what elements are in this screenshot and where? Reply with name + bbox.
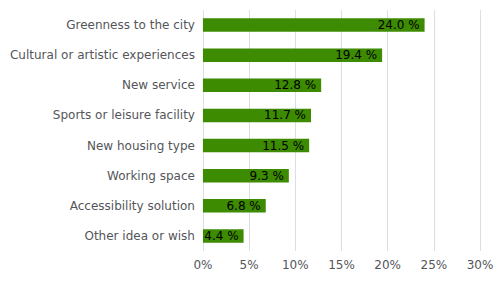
svg-text:Greenness to the city: Greenness to the city xyxy=(66,18,195,32)
svg-text:5%: 5% xyxy=(240,258,259,272)
svg-text:Working space: Working space xyxy=(107,169,195,183)
svg-text:Sports or leisure facility: Sports or leisure facility xyxy=(53,108,195,122)
svg-text:Cultural or artistic experienc: Cultural or artistic experiences xyxy=(10,48,195,62)
svg-text:11.7 %: 11.7 % xyxy=(264,108,306,122)
svg-text:12.8 %: 12.8 % xyxy=(274,78,316,92)
svg-text:4.4 %: 4.4 % xyxy=(204,229,238,243)
svg-text:25%: 25% xyxy=(420,258,447,272)
svg-text:19.4 %: 19.4 % xyxy=(335,48,377,62)
svg-text:New housing type: New housing type xyxy=(87,139,195,153)
svg-text:0%: 0% xyxy=(193,258,212,272)
svg-text:20%: 20% xyxy=(374,258,401,272)
svg-text:30%: 30% xyxy=(467,258,494,272)
svg-text:9.3 %: 9.3 % xyxy=(250,169,284,183)
svg-text:New service: New service xyxy=(122,78,195,92)
svg-text:15%: 15% xyxy=(328,258,355,272)
svg-text:10%: 10% xyxy=(282,258,309,272)
svg-text:6.8 %: 6.8 % xyxy=(226,199,260,213)
svg-text:24.0 %: 24.0 % xyxy=(378,18,420,32)
svg-text:11.5 %: 11.5 % xyxy=(262,139,304,153)
svg-text:Other idea or wish: Other idea or wish xyxy=(84,229,194,243)
svg-text:Accessibility solution: Accessibility solution xyxy=(70,199,195,213)
